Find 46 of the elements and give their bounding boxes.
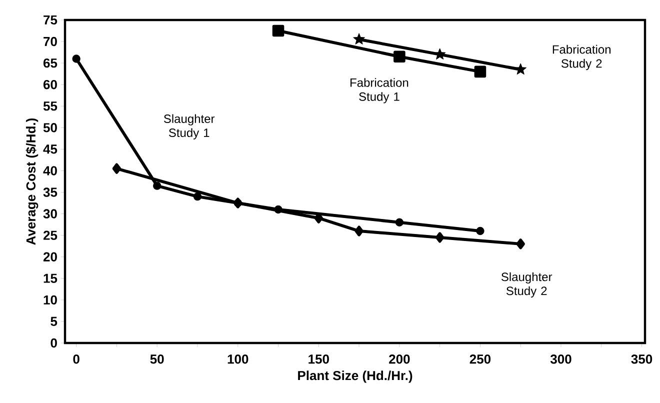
x-tick-label: 200 <box>389 354 410 364</box>
y-axis-title: Average Cost ($/Hd.) <box>26 118 38 245</box>
text: Slaughter Study 1 <box>164 114 215 140</box>
point <box>395 218 404 226</box>
y-tick-label: 40 <box>43 166 57 176</box>
y-tick-label: 35 <box>43 188 58 197</box>
y-tick-label: 10 <box>44 295 57 305</box>
y-tick-label: 0 <box>50 338 57 348</box>
y-tick-label: 45 <box>43 144 58 154</box>
y-tick-label: 20 <box>43 252 57 262</box>
y-tick-label: 15 <box>44 274 58 283</box>
y-tick-label: 5 <box>50 316 58 326</box>
series-label: Fabrication Study 1 <box>350 78 408 104</box>
x-tick-label: 150 <box>308 354 329 364</box>
y-tick-label: 55 <box>43 102 58 111</box>
x-tick-label: 300 <box>550 354 572 364</box>
text: Fabrication Study 2 <box>552 44 610 70</box>
point <box>153 182 162 190</box>
point <box>514 63 527 75</box>
x-tick-label: 100 <box>228 354 248 364</box>
y-tick-label: 25 <box>43 230 58 240</box>
point <box>353 33 365 44</box>
y-tick-label: 50 <box>43 123 57 132</box>
point <box>434 48 446 60</box>
x-tick-label: 350 <box>631 354 652 364</box>
text: Slaughter Study 2 <box>501 272 552 298</box>
y-tick-label: 60 <box>43 80 57 90</box>
y-tick-label: 75 <box>44 15 58 25</box>
y-tick-label: 30 <box>43 209 57 218</box>
x-tick-label: 250 <box>470 354 491 364</box>
point <box>394 50 406 62</box>
point <box>72 54 80 63</box>
x-tick-label: 0 <box>73 354 80 364</box>
y-tick-label: 70 <box>44 36 57 46</box>
x-axis-title: Plant Size (Hd./Hr.) <box>298 370 412 383</box>
point <box>274 205 282 214</box>
point <box>516 238 525 250</box>
y-tick-label: 65 <box>43 58 58 68</box>
x-tick-label: 50 <box>150 354 164 364</box>
point <box>112 163 122 174</box>
point <box>435 232 444 243</box>
point <box>193 192 202 201</box>
point <box>272 24 284 37</box>
point <box>474 66 486 78</box>
point <box>476 226 484 236</box>
point <box>354 226 364 236</box>
